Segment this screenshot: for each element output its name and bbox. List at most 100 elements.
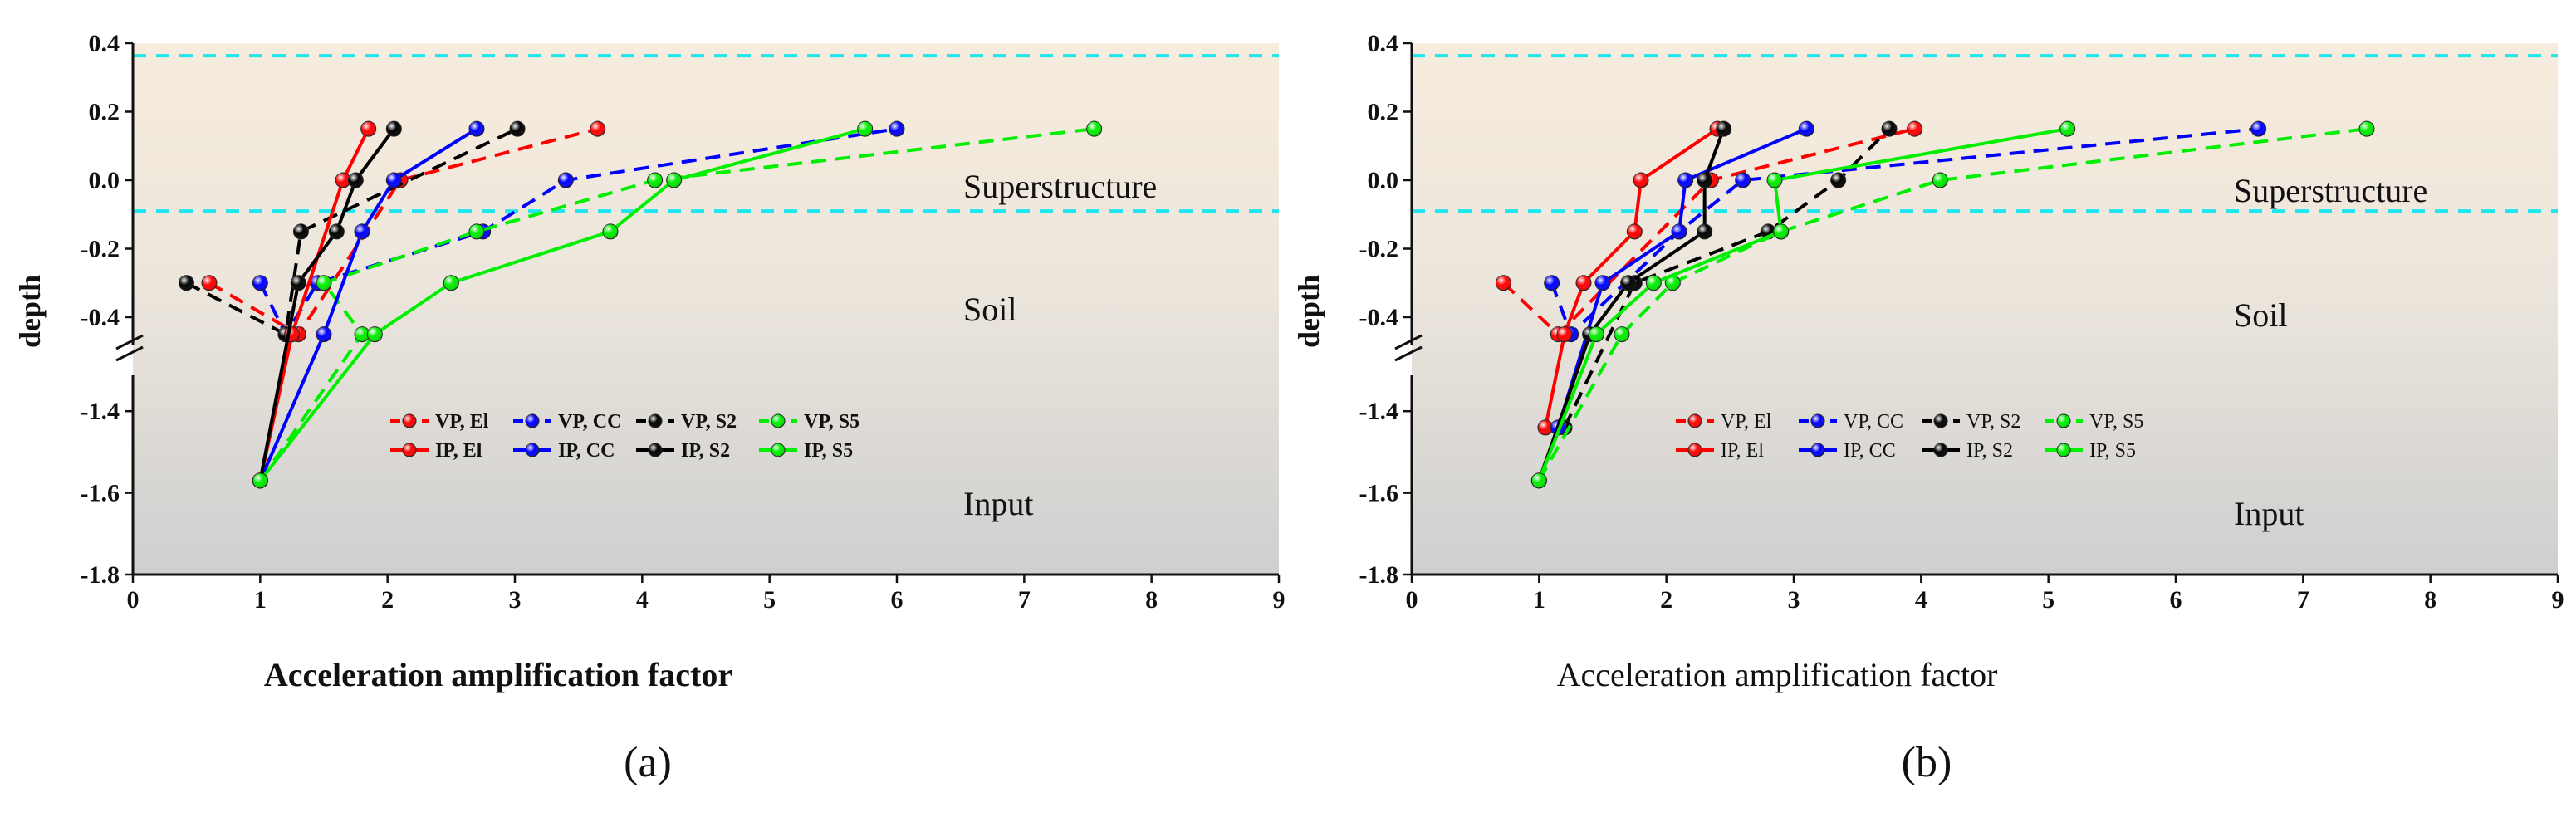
data-point-shine bbox=[889, 121, 904, 137]
zone-label-superstructure: Superstructure bbox=[963, 168, 1157, 205]
y-tick-label: -1.6 bbox=[1359, 480, 1399, 507]
legend-swatch-shine bbox=[403, 414, 416, 428]
y-tick-label: 0.0 bbox=[89, 167, 120, 194]
data-point-shine bbox=[2250, 121, 2266, 137]
x-tick-label: 8 bbox=[2424, 586, 2436, 614]
axis-break-mark-1 bbox=[1394, 334, 1423, 350]
series-line-ip-el bbox=[1544, 127, 1719, 428]
data-point-shine bbox=[1086, 121, 1102, 137]
x-tick-label: 5 bbox=[2042, 586, 2054, 614]
data-point-shine bbox=[386, 121, 402, 137]
x-tick-label: 7 bbox=[2297, 586, 2309, 614]
x-axis-title: Acceleration amplification factor bbox=[264, 656, 732, 693]
zone-label-soil: Soil bbox=[963, 291, 1016, 328]
data-point-shine bbox=[329, 223, 345, 239]
legend-swatch-shine bbox=[649, 414, 662, 428]
x-tick-label: 3 bbox=[509, 586, 522, 614]
data-point-shine bbox=[316, 275, 331, 291]
data-point-shine bbox=[1544, 275, 1560, 291]
legend-label: VP, El bbox=[1721, 411, 1772, 433]
data-point-shine bbox=[1799, 121, 1814, 137]
x-axis-title: Acceleration amplification factor bbox=[1557, 656, 1998, 693]
data-point-shine bbox=[2359, 121, 2374, 137]
data-point-shine bbox=[1697, 173, 1712, 188]
data-point-shine bbox=[360, 121, 376, 137]
legend-swatch-shine bbox=[526, 414, 539, 428]
data-point-shine bbox=[316, 326, 331, 342]
y-tick-label: -0.4 bbox=[1359, 304, 1399, 331]
series-line-vp-el bbox=[1502, 127, 1916, 336]
x-tick-label: 8 bbox=[1145, 586, 1158, 614]
legend-label: IP, S5 bbox=[804, 440, 853, 462]
data-point-shine bbox=[386, 173, 402, 188]
y-tick-label: -1.4 bbox=[81, 398, 120, 425]
data-point-shine bbox=[1716, 121, 1731, 137]
data-point-shine bbox=[179, 275, 194, 291]
chart-panel-b: 0 1 2 3 4 5 6 7 8 9 0.4 0.2 0.0 -0.2 -0.4 -1.4 -1.6 -1.8 A… bbox=[1292, 30, 2564, 786]
panel-label: (b) bbox=[1902, 739, 1952, 786]
x-tick-label: 1 bbox=[1533, 586, 1545, 614]
x-tick-label: 4 bbox=[636, 586, 649, 614]
y-tick-label: 0.2 bbox=[1368, 99, 1399, 126]
legend-swatch-shine bbox=[649, 443, 662, 457]
y-tick-label: -1.8 bbox=[81, 561, 120, 589]
axis-break-mark-2 bbox=[115, 345, 144, 362]
data-point-shine bbox=[348, 173, 364, 188]
legend-swatch-shine bbox=[526, 443, 539, 457]
legend-label: IP, El bbox=[1721, 440, 1764, 462]
legend-label: IP, S2 bbox=[1966, 440, 2013, 462]
legend-label: VP, CC bbox=[1844, 411, 1903, 433]
data-point-shine bbox=[1496, 275, 1511, 291]
data-point-shine bbox=[1773, 223, 1789, 239]
data-point-shine bbox=[1531, 472, 1547, 488]
x-tick-label: 3 bbox=[1788, 586, 1800, 614]
data-point-shine bbox=[1627, 223, 1643, 239]
data-point-shine bbox=[558, 173, 574, 188]
data-point-shine bbox=[1665, 275, 1681, 291]
data-point-shine bbox=[469, 223, 484, 239]
x-tick-label: 6 bbox=[891, 586, 904, 614]
data-point-shine bbox=[1538, 419, 1553, 435]
data-point-shine bbox=[252, 472, 268, 488]
data-point-shine bbox=[603, 223, 618, 239]
zone-label-soil: Soil bbox=[2234, 296, 2287, 334]
data-point-shine bbox=[1677, 173, 1693, 188]
chart-panel-a: 0 1 2 3 4 5 6 7 8 9 0.4 0.2 0.0 -0.2 -0.4 -1.4 -1.6 -1.8 A… bbox=[13, 30, 1286, 786]
zone-label-superstructure: Superstructure bbox=[2234, 172, 2427, 209]
data-point-shine bbox=[1672, 223, 1687, 239]
legend-swatch-shine bbox=[1688, 414, 1702, 428]
data-point-shine bbox=[647, 173, 663, 188]
data-point-shine bbox=[1767, 173, 1782, 188]
data-point-shine bbox=[367, 326, 383, 342]
legend-label: IP, S5 bbox=[2089, 440, 2136, 462]
y-tick-label: -1.4 bbox=[1359, 398, 1399, 425]
axis-break-mark-2 bbox=[1394, 345, 1423, 362]
legend-swatch-shine bbox=[1811, 414, 1824, 428]
data-point-shine bbox=[1576, 275, 1591, 291]
data-point-shine bbox=[443, 275, 459, 291]
x-tick-label: 5 bbox=[763, 586, 776, 614]
data-point-shine bbox=[1589, 326, 1604, 342]
data-point-shine bbox=[291, 275, 306, 291]
data-point-shine bbox=[1735, 173, 1751, 188]
legend-swatch-shine bbox=[1934, 443, 1947, 457]
legend-label: IP, CC bbox=[558, 440, 615, 462]
x-tick-label: 9 bbox=[1273, 586, 1286, 614]
legend-swatch-shine bbox=[403, 443, 416, 457]
data-point-shine bbox=[1646, 275, 1662, 291]
y-tick-label: -0.4 bbox=[81, 304, 120, 331]
y-tick-label: 0.2 bbox=[89, 99, 120, 126]
y-tick-label: 0.0 bbox=[1368, 167, 1399, 194]
x-tick-label: 1 bbox=[254, 586, 267, 614]
data-point-shine bbox=[666, 173, 682, 188]
y-tick-label: -1.6 bbox=[81, 480, 120, 507]
legend-swatch-shine bbox=[2057, 414, 2070, 428]
legend-label: VP, El bbox=[435, 411, 489, 433]
data-point-shine bbox=[202, 275, 217, 291]
x-tick-label: 7 bbox=[1018, 586, 1031, 614]
axis-break-mark-1 bbox=[115, 334, 144, 350]
data-point-shine bbox=[293, 223, 309, 239]
data-point-shine bbox=[469, 121, 484, 137]
legend-label: IP, El bbox=[435, 440, 482, 462]
